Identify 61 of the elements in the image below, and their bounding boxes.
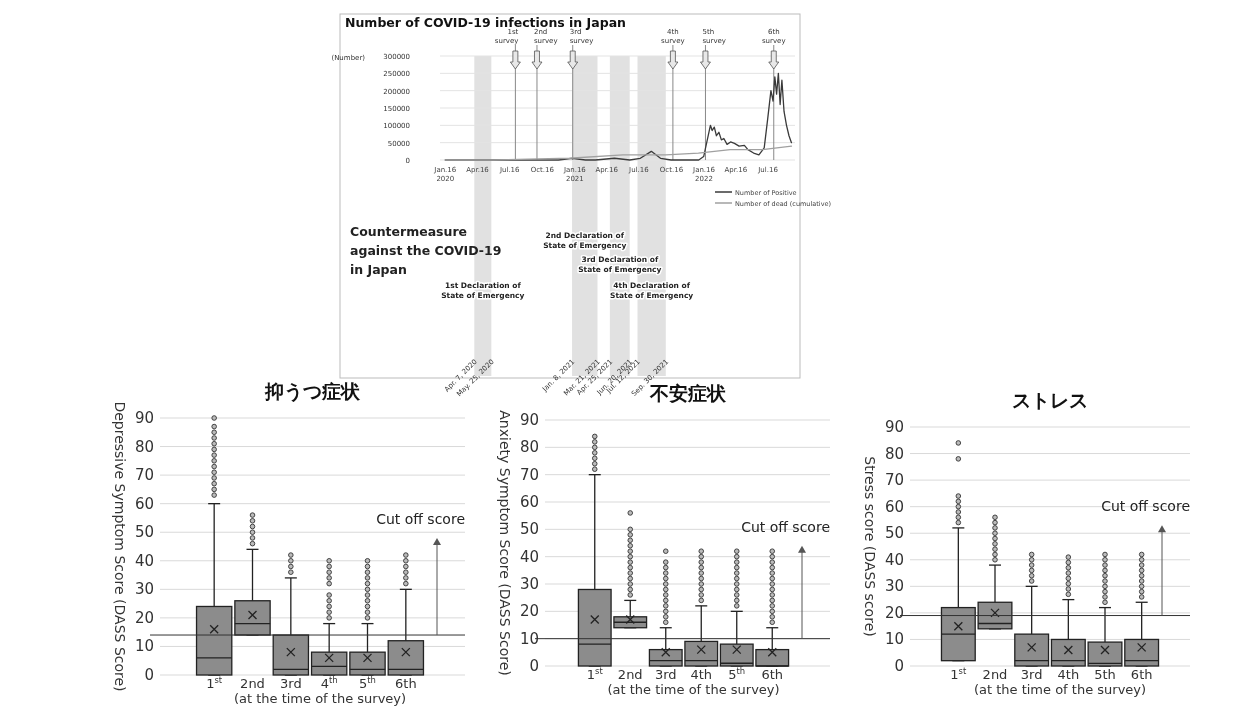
x-tick-label: 1$^{st}$ bbox=[950, 666, 968, 682]
y-tick-label: 10 bbox=[134, 637, 154, 656]
y-tick-label: 10 bbox=[884, 630, 904, 649]
x-tick-label: 3rd bbox=[1020, 667, 1043, 682]
y-tick-label: 80 bbox=[134, 437, 154, 456]
x-tick-label: 1$^{st}$ bbox=[206, 675, 223, 691]
x-tick-label: 4th bbox=[690, 667, 713, 682]
x-tick-label: 5$^{th}$ bbox=[359, 675, 376, 691]
chart-title: 不安症状 bbox=[648, 382, 727, 404]
x-tick-label: 5$^{th}$ bbox=[728, 666, 746, 682]
y-tick-label: 40 bbox=[884, 550, 904, 569]
y-tick-label: 30 bbox=[519, 575, 539, 593]
y-axis-title: Depressive Symptom Score (DASS Score) bbox=[112, 401, 128, 692]
y-tick-label: 20 bbox=[134, 608, 154, 627]
y-tick-label: 20 bbox=[884, 603, 904, 622]
y-tick-label: 90 bbox=[134, 409, 154, 427]
x-tick-label: 4th bbox=[1057, 667, 1080, 682]
y-tick-label: 0 bbox=[144, 666, 154, 684]
y-tick-label: 60 bbox=[134, 494, 154, 513]
ref-line-label: Cut off score bbox=[376, 510, 465, 527]
x-axis-title: (at the time of the survey) bbox=[233, 691, 407, 706]
x-tick-label: 1$^{st}$ bbox=[586, 666, 604, 682]
y-tick-label: 60 bbox=[884, 497, 904, 516]
x-tick-label: 4$^{th}$ bbox=[320, 675, 338, 691]
y-tick-label: 10 bbox=[519, 629, 539, 648]
ref-line-label: Cut off score bbox=[741, 518, 830, 535]
chart-title: 抑うつ症状 bbox=[264, 380, 361, 403]
x-tick-label: 5th bbox=[1094, 667, 1116, 682]
x-tick-label: 3rd bbox=[280, 676, 302, 691]
y-tick-label: 30 bbox=[134, 580, 154, 599]
y-tick-label: 0 bbox=[529, 657, 539, 675]
y-axis-title: Anxiety Symptom Score (DASS Score) bbox=[497, 410, 513, 676]
y-tick-label: 40 bbox=[134, 551, 154, 570]
x-tick-label: 3rd bbox=[654, 667, 677, 682]
y-tick-label: 90 bbox=[519, 411, 539, 429]
y-tick-label: 80 bbox=[884, 444, 904, 463]
text: Countermeasure against the COVID-19 in Japan bbox=[350, 224, 502, 277]
x-tick-label: 2nd bbox=[617, 667, 643, 682]
y-tick-label: 30 bbox=[884, 577, 904, 596]
y-tick-label: 20 bbox=[519, 602, 539, 621]
y-axis-title: Stress score (DASS score) bbox=[862, 456, 878, 637]
y-tick-label: 80 bbox=[519, 438, 539, 457]
y-tick-label: 50 bbox=[884, 524, 904, 543]
x-tick-label: 6th bbox=[1130, 667, 1153, 682]
x-tick-label: 6th bbox=[395, 676, 417, 691]
y-tick-label: 50 bbox=[134, 523, 154, 542]
y-tick-label: 90 bbox=[884, 418, 904, 436]
y-tick-label: 70 bbox=[134, 466, 154, 485]
y-tick-label: 40 bbox=[519, 547, 539, 566]
y-tick-label: 70 bbox=[519, 465, 539, 484]
y-tick-label: 60 bbox=[519, 493, 539, 511]
ref-line-label: Cut off score bbox=[1101, 498, 1190, 515]
y-tick-label: 50 bbox=[519, 520, 539, 539]
x-axis-title: (at the time of the survey) bbox=[973, 682, 1147, 697]
chart-title: ストレス bbox=[1012, 389, 1088, 411]
y-tick-label: 0 bbox=[894, 657, 904, 675]
x-tick-label: 6th bbox=[761, 667, 784, 682]
x-tick-label: 2nd bbox=[982, 667, 1008, 682]
y-tick-label: 70 bbox=[884, 471, 904, 490]
x-tick-label: 2nd bbox=[240, 676, 265, 691]
x-axis-title: (at the time of the survey) bbox=[607, 682, 780, 697]
